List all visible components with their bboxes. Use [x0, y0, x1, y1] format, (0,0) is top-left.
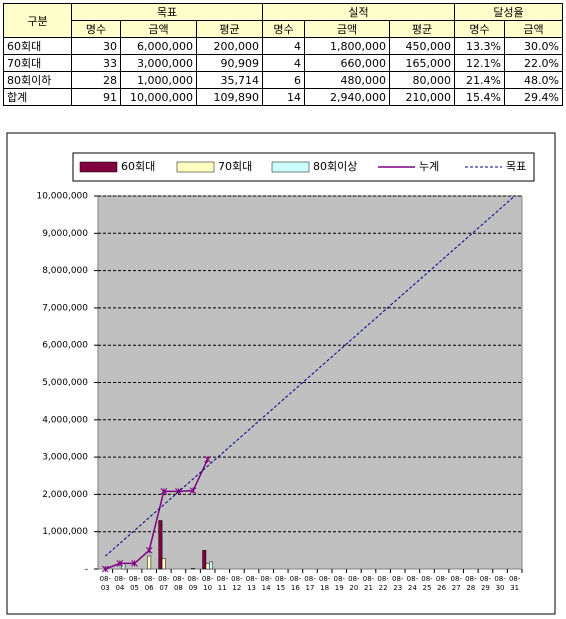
x-tick-label: 08-19 — [333, 575, 345, 592]
table-row: 60회대 30 6,000,000 200,000 4 1,800,000 450,000 1… — [3, 37, 563, 55]
x-tick-label: 08-14 — [260, 575, 272, 592]
x-tick-label: 08-27 — [450, 575, 462, 592]
x-tick-label: 08-08 — [172, 575, 185, 592]
x-tick-label: 08-16 — [289, 575, 302, 592]
value-cell: 10,000,000 — [120, 88, 197, 106]
subheader-cell: 평균 — [196, 20, 263, 38]
y-tick-label: 3,000,000 — [42, 453, 88, 463]
x-tick-label: 08-05 — [128, 575, 141, 592]
table-row: 합계 91 10,000,000 109,890 14 2,940,000 210,000 1… — [3, 88, 563, 106]
line-marker — [116, 560, 124, 567]
x-tick-label: 08-17 — [304, 575, 316, 592]
line-marker — [131, 560, 138, 567]
summary-table: 구분 목표 실적 달성율 명수 금액 평균 명수 금액 평균 명수 금액 60회대 30 6,000,000… — [3, 3, 563, 106]
value-cell: 165,000 — [389, 54, 455, 72]
x-tick-label: 08-11 — [216, 575, 228, 592]
line-marker — [189, 487, 197, 495]
legend-label: 80회이상 — [313, 160, 357, 173]
value-cell: 15.4% — [454, 88, 505, 106]
value-cell: 22.0% — [504, 54, 563, 72]
y-tick-label: 5,000,000 — [42, 378, 88, 388]
x-tick-label: 08-04 — [114, 575, 126, 592]
row-label: 60회대 — [3, 37, 72, 55]
x-tick-label: 08-18 — [318, 575, 331, 592]
legend-swatch — [79, 161, 118, 173]
legend-swatch — [271, 161, 310, 173]
value-cell: 35,714 — [196, 71, 263, 89]
header-cell: 구분 — [3, 3, 72, 38]
x-tick-label: 08-28 — [465, 575, 477, 592]
table-row: 70회대 33 3,000,000 90,909 4 660,000 165,000 12.1… — [3, 54, 563, 72]
row-label: 합계 — [3, 88, 72, 106]
value-cell: 109,890 — [196, 88, 263, 106]
x-tick-label: 08-12 — [231, 575, 243, 592]
legend-label: 목표 — [506, 160, 526, 173]
subheader-cell: 금액 — [504, 20, 563, 38]
value-cell: 91 — [71, 88, 121, 106]
subheader-cell: 금액 — [120, 20, 197, 38]
x-tick-label: 08-24 — [406, 575, 419, 592]
bar — [205, 563, 210, 570]
bar — [191, 568, 195, 570]
y-tick-label: 7,000,000 — [42, 303, 88, 313]
bar — [158, 520, 163, 570]
subheader-row: 명수 금액 평균 명수 금액 평균 명수 금액 — [4, 20, 563, 38]
x-tick-label: 08-29 — [479, 575, 492, 592]
y-tick-label: 2,000,000 — [42, 490, 88, 500]
legend-label: 60회대 — [121, 160, 155, 173]
y-tick-label: 1,000,000 — [42, 527, 88, 537]
legend-label: 70회대 — [218, 160, 252, 173]
value-cell: 480,000 — [304, 71, 390, 89]
y-tick-label: 6,000,000 — [42, 341, 88, 351]
x-tick-label: 08-30 — [494, 575, 506, 592]
subheader-cell: 평균 — [389, 20, 455, 38]
target-line — [104, 195, 516, 557]
bar — [147, 555, 152, 570]
legend-swatch — [176, 161, 215, 173]
value-cell: 30.0% — [504, 37, 563, 55]
y-tick-label: 10,000,000 — [36, 192, 88, 202]
x-tick-label: 08-31 — [508, 575, 521, 592]
x-tick-label: 08-20 — [348, 575, 360, 592]
y-tick-label: - — [85, 565, 88, 575]
x-tick-label: 08-07 — [158, 575, 170, 592]
line-marker — [204, 455, 212, 463]
x-tick-label: 08-22 — [377, 575, 389, 592]
y-tick-label: 9,000,000 — [42, 229, 88, 239]
x-tick-label: 08-03 — [99, 575, 112, 592]
x-tick-label: 08-26 — [435, 575, 448, 592]
x-tick-label: 08-23 — [392, 575, 404, 592]
x-tick-label: 08-09 — [187, 575, 199, 592]
x-tick-label: 08-21 — [362, 575, 375, 592]
bar — [209, 561, 214, 570]
value-cell: 29.4% — [504, 88, 563, 106]
y-tick-label: 4,000,000 — [42, 415, 88, 425]
y-tick-label: 8,000,000 — [42, 266, 88, 276]
x-tick-label: 08-15 — [275, 575, 287, 592]
line-marker — [160, 488, 168, 495]
subheader-cell: 금액 — [304, 20, 390, 38]
x-tick-label: 08-13 — [245, 575, 258, 592]
value-cell: 210,000 — [389, 88, 455, 106]
legend-label: 누계 — [419, 160, 439, 173]
bar — [202, 550, 207, 570]
x-tick-label: 08-25 — [421, 575, 433, 592]
header-row: 구분 목표 실적 달성율 — [3, 3, 563, 38]
cumulative-line — [105, 459, 209, 570]
x-tick-label: 08-06 — [143, 575, 155, 592]
bar — [161, 558, 166, 570]
line-marker — [101, 565, 109, 573]
line-marker — [145, 546, 153, 554]
x-tick-label: 08-10 — [201, 575, 214, 592]
